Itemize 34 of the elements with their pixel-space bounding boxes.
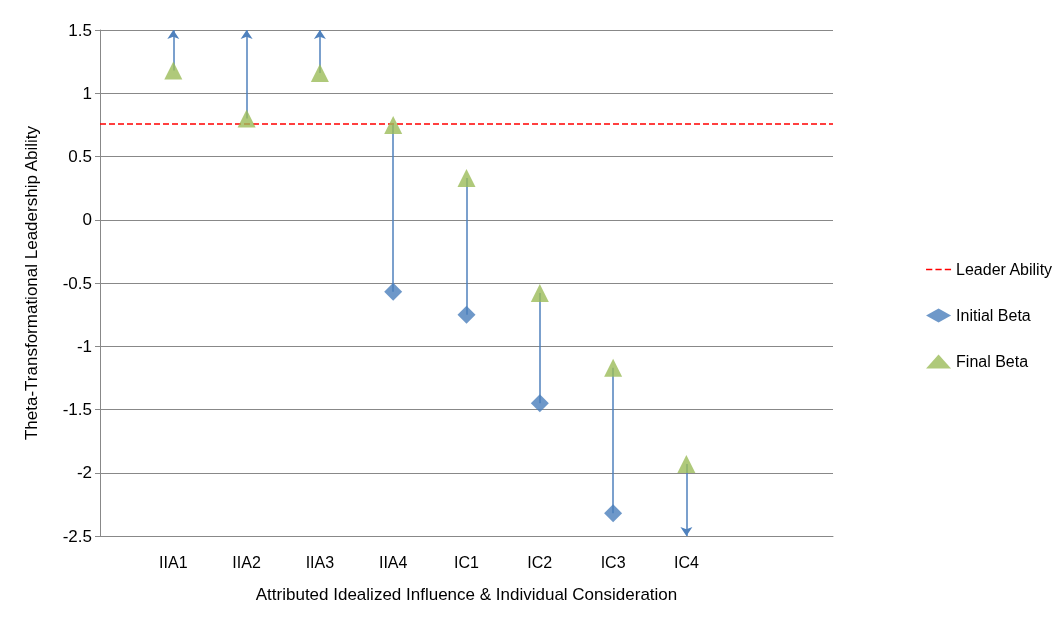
legend-label: Initial Beta bbox=[956, 307, 1031, 324]
point bbox=[164, 61, 183, 80]
y-tick-label: 0.5 bbox=[68, 147, 92, 166]
point bbox=[457, 305, 476, 324]
x-tick-label: IC1 bbox=[454, 553, 480, 571]
point bbox=[384, 115, 403, 134]
point bbox=[530, 394, 549, 413]
point bbox=[530, 284, 549, 303]
x-tick-label: IC2 bbox=[527, 553, 553, 571]
x-tick-label: IIA4 bbox=[378, 553, 408, 571]
y-tick-label: -1 bbox=[76, 336, 92, 356]
x-tick-label: IC4 bbox=[673, 553, 699, 571]
y-tick-label: -1.5 bbox=[62, 400, 92, 419]
point bbox=[310, 64, 329, 83]
y-tick-label: -2 bbox=[76, 463, 92, 483]
y-axis-title: Theta-Transformational Leadership Ability bbox=[22, 125, 41, 441]
y-tick-label: 1 bbox=[82, 83, 92, 103]
legend-label: Final Beta bbox=[956, 353, 1029, 370]
x-tick-label: IC3 bbox=[600, 553, 626, 571]
y-tick-label: -2.5 bbox=[62, 526, 92, 546]
x-tick-label: IIA1 bbox=[159, 553, 188, 571]
point bbox=[384, 282, 403, 301]
point bbox=[237, 109, 256, 128]
legend-label: Leader Ability bbox=[956, 261, 1053, 278]
point bbox=[457, 169, 476, 188]
point bbox=[604, 358, 623, 377]
x-tick-label: IIA3 bbox=[305, 553, 335, 571]
point bbox=[604, 504, 623, 523]
x-axis-title: Attributed Idealized Influence & Individual Consideration bbox=[255, 585, 678, 604]
point bbox=[677, 454, 696, 473]
y-tick-label: 1.5 bbox=[68, 20, 92, 40]
y-tick-label: -0.5 bbox=[62, 273, 92, 293]
x-tick-label: IIA2 bbox=[232, 553, 261, 571]
y-tick-label: 0 bbox=[82, 210, 92, 230]
